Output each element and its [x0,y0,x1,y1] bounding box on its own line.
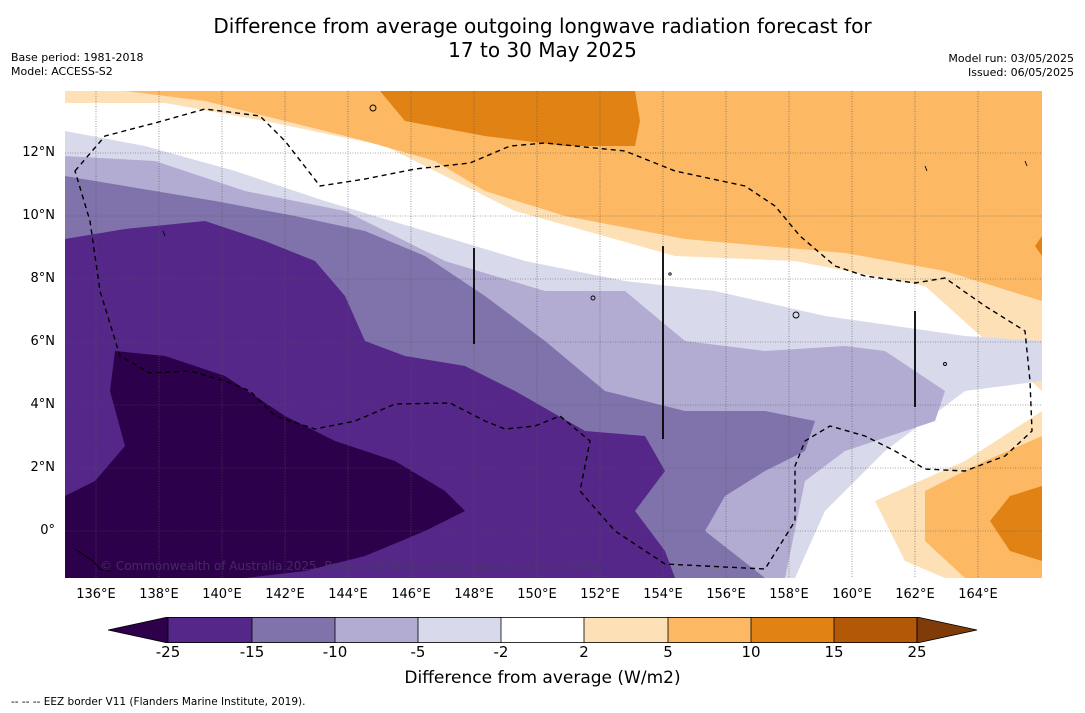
colorbar-swatch-5 [501,617,584,643]
eez-footnote: -- -- -- EEZ border V11 (Flanders Marine… [11,696,306,708]
colorbar-tick: 25 [907,643,927,661]
meta-right: Model run: 03/05/2025 Issued: 06/05/2025 [948,52,1074,80]
lon-label-154e: 154°E [643,587,683,602]
colorbar-tick: -25 [155,643,181,661]
lat-label-10n: 10°N [22,208,55,223]
colorbar-dividers [167,617,918,643]
copyright-notice: © Commonwealth of Australia 2025, Bureau… [100,559,606,573]
meta-left: Base period: 1981-2018 Model: ACCESS-S2 [11,51,143,79]
colorbar-swatch-6 [584,617,668,643]
lon-label-162e: 162°E [895,587,935,602]
eez-border [74,108,1033,570]
lon-label-146e: 146°E [391,587,431,602]
colorbar-swatch-2 [252,617,335,643]
title-line-1: Difference from average outgoing longwav… [213,14,872,38]
colorbar-tick: 2 [579,643,589,661]
lon-label-144e: 144°E [328,587,368,602]
colorbar-extend-min [107,616,169,644]
lat-label-6n: 6°N [30,334,56,349]
lon-label-158e: 158°E [769,587,809,602]
colorbar-tick: 5 [663,643,673,661]
colorbar-tick: -15 [239,643,265,661]
colorbar-swatch-1 [168,617,252,643]
colorbar-tick: -2 [493,643,509,661]
issued-date: Issued: 06/05/2025 [967,66,1074,79]
lon-label-138e: 138°E [139,587,179,602]
colorbar-swatch-9 [834,617,917,643]
colorbar [107,616,978,647]
lon-label-156e: 156°E [706,587,746,602]
band-purple-darkest [65,351,465,578]
lon-label-164e: 164°E [958,587,998,602]
title-line-2: 17 to 30 May 2025 [448,38,637,62]
lat-label-12n: 12°N [22,145,55,160]
lon-label-152e: 152°E [580,587,620,602]
colorbar-swatch-7 [668,617,751,643]
lon-label-142e: 142°E [265,587,305,602]
island-markers [473,246,916,439]
lat-label-8n: 8°N [30,271,56,286]
islands [74,104,1028,572]
lon-label-148e: 148°E [454,587,494,602]
anomaly-map [65,91,1042,578]
colorbar-label: Difference from average (W/m2) [404,668,681,688]
colorbar-swatch-8 [751,617,834,643]
lat-label-4n: 4°N [30,397,56,412]
colorbar-svg [107,616,978,644]
colorbar-tick: -10 [322,643,348,661]
base-period: Base period: 1981-2018 [11,51,144,64]
model-run: Model run: 03/05/2025 [948,52,1074,65]
colorbar-swatch-4 [418,617,501,643]
lon-label-140e: 140°E [202,587,242,602]
colorbar-tick: 15 [824,643,844,661]
lon-label-136e: 136°E [76,587,116,602]
band-orange [125,91,1042,301]
band-orange-dark-north [380,91,640,146]
band-orange-dark-east [1035,236,1042,256]
colorbar-extend-max [916,616,978,644]
colorbar-tick: 10 [741,643,761,661]
colorbar-tick: -5 [410,643,426,661]
map-title: Difference from average outgoing longwav… [0,14,1085,62]
band-orange-dark-southeast [990,486,1042,561]
colorbar-swatch-3 [335,617,418,643]
lon-label-150e: 150°E [517,587,557,602]
map-svg [65,91,1042,578]
lon-label-160e: 160°E [832,587,872,602]
model-name: Model: ACCESS-S2 [11,65,113,78]
lat-label-0: 0° [40,523,55,538]
lat-label-2n: 2°N [30,460,56,475]
